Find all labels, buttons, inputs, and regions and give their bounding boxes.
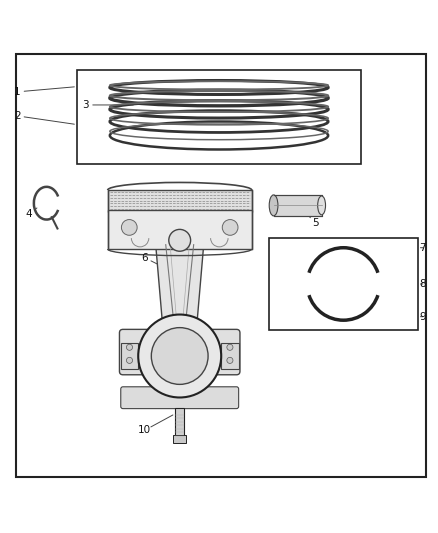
Bar — [269, 238, 418, 330]
Text: 6: 6 — [141, 253, 148, 263]
Circle shape — [151, 328, 208, 384]
Circle shape — [121, 220, 137, 235]
Circle shape — [127, 357, 133, 364]
Text: 3: 3 — [82, 100, 89, 110]
Bar — [221, 343, 239, 369]
Circle shape — [127, 344, 133, 350]
Text: 9: 9 — [420, 312, 426, 322]
FancyBboxPatch shape — [121, 387, 239, 409]
Bar — [173, 435, 186, 443]
Text: 7: 7 — [420, 243, 426, 253]
FancyBboxPatch shape — [120, 329, 240, 375]
Bar — [77, 70, 361, 164]
Circle shape — [222, 220, 238, 235]
Circle shape — [169, 229, 191, 251]
Text: 4: 4 — [26, 209, 32, 219]
Text: 10: 10 — [138, 425, 152, 435]
Circle shape — [227, 344, 233, 350]
Bar — [108, 210, 252, 249]
Bar — [121, 343, 138, 369]
Bar — [274, 195, 321, 216]
Ellipse shape — [269, 195, 278, 216]
Text: 8: 8 — [420, 279, 426, 289]
Circle shape — [227, 357, 233, 364]
Polygon shape — [155, 245, 204, 321]
Text: 2: 2 — [14, 111, 21, 121]
Text: 1: 1 — [14, 87, 21, 97]
Ellipse shape — [318, 196, 325, 215]
Bar — [108, 190, 252, 212]
Text: 5: 5 — [312, 218, 318, 228]
Bar — [175, 408, 184, 437]
Circle shape — [138, 314, 221, 398]
